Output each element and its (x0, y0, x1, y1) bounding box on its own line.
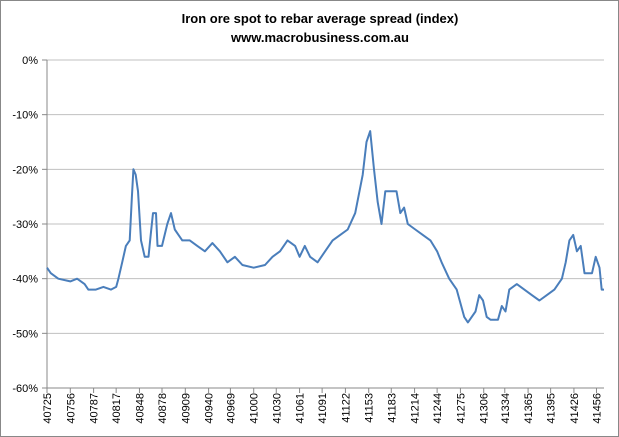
x-tick-label: 40756 (65, 393, 77, 424)
y-tick-label: -20% (12, 164, 38, 176)
y-tick-label: -10% (12, 110, 38, 122)
x-tick-label: 40878 (157, 393, 169, 424)
x-tick-label: 40817 (111, 393, 123, 424)
y-tick-label: 0% (22, 55, 38, 67)
y-tick-label: -60% (12, 383, 38, 395)
x-tick-label: 41365 (523, 393, 535, 424)
chart-title: Iron ore spot to rebar average spread (i… (182, 11, 459, 26)
x-tick-label: 41244 (432, 393, 444, 424)
x-tick-label: 41395 (546, 393, 558, 424)
x-tick-label: 40725 (42, 393, 54, 424)
y-tick-label: -30% (12, 219, 38, 231)
x-tick-label: 41091 (317, 393, 329, 424)
x-tick-label: 41000 (249, 393, 261, 424)
x-tick-label: 41426 (569, 393, 581, 424)
y-tick-label: -50% (12, 328, 38, 340)
chart-subtitle: www.macrobusiness.com.au (230, 30, 409, 45)
x-tick-label: 40909 (180, 393, 192, 424)
x-tick-label: 40940 (204, 393, 216, 424)
x-tick-label: 41061 (295, 393, 307, 424)
y-tick-label: -40% (12, 274, 38, 286)
x-tick-label: 40848 (134, 393, 146, 424)
x-tick-label: 41456 (591, 393, 603, 424)
x-tick-label: 41153 (364, 393, 376, 423)
data-line (46, 130, 604, 324)
x-tick-label: 41122 (340, 393, 352, 423)
x-tick-label: 40969 (225, 393, 237, 424)
x-tick-label: 41334 (500, 393, 512, 424)
x-tick-label: 41183 (386, 393, 398, 423)
x-tick-label: 40787 (89, 393, 101, 424)
x-tick-label: 41214 (410, 393, 422, 424)
x-tick-label: 41275 (455, 393, 467, 424)
x-tick-label: 41306 (479, 393, 491, 424)
x-tick-label: 41030 (271, 393, 283, 424)
